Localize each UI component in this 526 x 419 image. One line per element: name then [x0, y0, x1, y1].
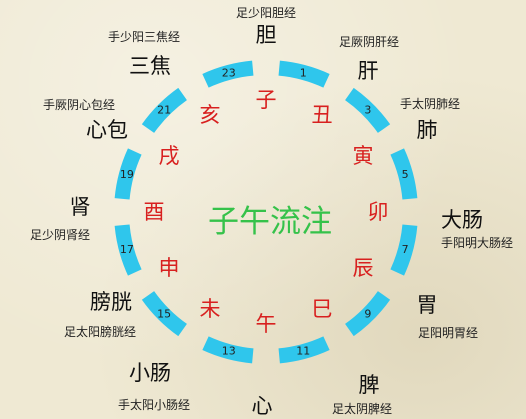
meridian-label: 足厥阴肝经 [339, 35, 399, 49]
hour-label: 19 [120, 168, 134, 181]
branch-label: 未 [200, 297, 221, 321]
organ-label: 三焦 [129, 54, 171, 78]
organ-label: 肾 [70, 195, 91, 219]
branch-label: 申 [159, 256, 180, 280]
hour-label: 5 [402, 168, 409, 181]
hour-label: 21 [157, 104, 171, 117]
ring-segment [345, 87, 391, 133]
hour-label: 9 [364, 307, 371, 320]
branch-label: 丑 [312, 103, 333, 127]
ring-segment [278, 60, 330, 88]
meridian-label: 足太阳膀胱经 [64, 324, 136, 339]
meridian-label: 手少阳三焦经 [108, 30, 180, 44]
ring-segments [114, 60, 418, 364]
ring-segment [278, 336, 330, 364]
ring-segment [202, 336, 254, 364]
meridian-label: 手阳明大肠经 [441, 236, 513, 250]
organ-label: 大肠 [441, 208, 483, 232]
organ-label: 胃 [417, 293, 438, 317]
branch-label: 辰 [352, 256, 373, 280]
center-title: 子午流注 [208, 204, 332, 240]
ring-segment [114, 224, 142, 276]
branch-label: 戌 [159, 144, 180, 168]
ring-segment [390, 148, 418, 200]
hour-label: 3 [364, 104, 371, 117]
branch-label: 寅 [352, 144, 373, 168]
ring-segment [141, 87, 187, 133]
organ-label: 肺 [417, 118, 438, 142]
branch-label: 卯 [368, 200, 389, 224]
hour-label: 23 [222, 66, 236, 79]
branch-label: 午 [256, 312, 277, 336]
ring-segment [345, 291, 391, 337]
organ-label: 肝 [358, 59, 379, 83]
organ-label: 膀胱 [90, 290, 132, 314]
ring-segment [141, 291, 187, 337]
ring-segment [202, 60, 254, 88]
meridian-label: 手厥阴心包经 [43, 98, 115, 112]
meridian-label: 足阳明胃经 [418, 326, 478, 340]
ring-segment [390, 224, 418, 276]
hour-label: 15 [157, 307, 171, 320]
branch-label: 酉 [144, 200, 165, 224]
hour-label: 7 [402, 243, 409, 256]
organ-label: 脾 [359, 373, 380, 397]
ring-segment [114, 148, 142, 200]
hour-label: 13 [222, 345, 236, 358]
meridian-label: 手太阳小肠经 [118, 397, 190, 412]
meridian-label: 手太阴肺经 [400, 96, 460, 111]
meridian-label: 足少阴肾经 [30, 228, 90, 242]
meridian-label: 足少阳胆经 [236, 6, 296, 20]
hour-label: 17 [120, 243, 134, 256]
organ-label: 胆 [256, 23, 277, 47]
organ-label: 小肠 [129, 361, 171, 385]
organ-label: 心包 [86, 118, 128, 142]
hour-label: 1 [300, 66, 307, 79]
meridian-label: 足太阴脾经 [332, 401, 392, 416]
organ-label: 心 [252, 394, 273, 418]
branch-label: 巳 [312, 297, 333, 321]
branch-label: 子 [256, 88, 277, 112]
hour-label: 11 [296, 345, 310, 358]
branch-label: 亥 [200, 103, 221, 127]
